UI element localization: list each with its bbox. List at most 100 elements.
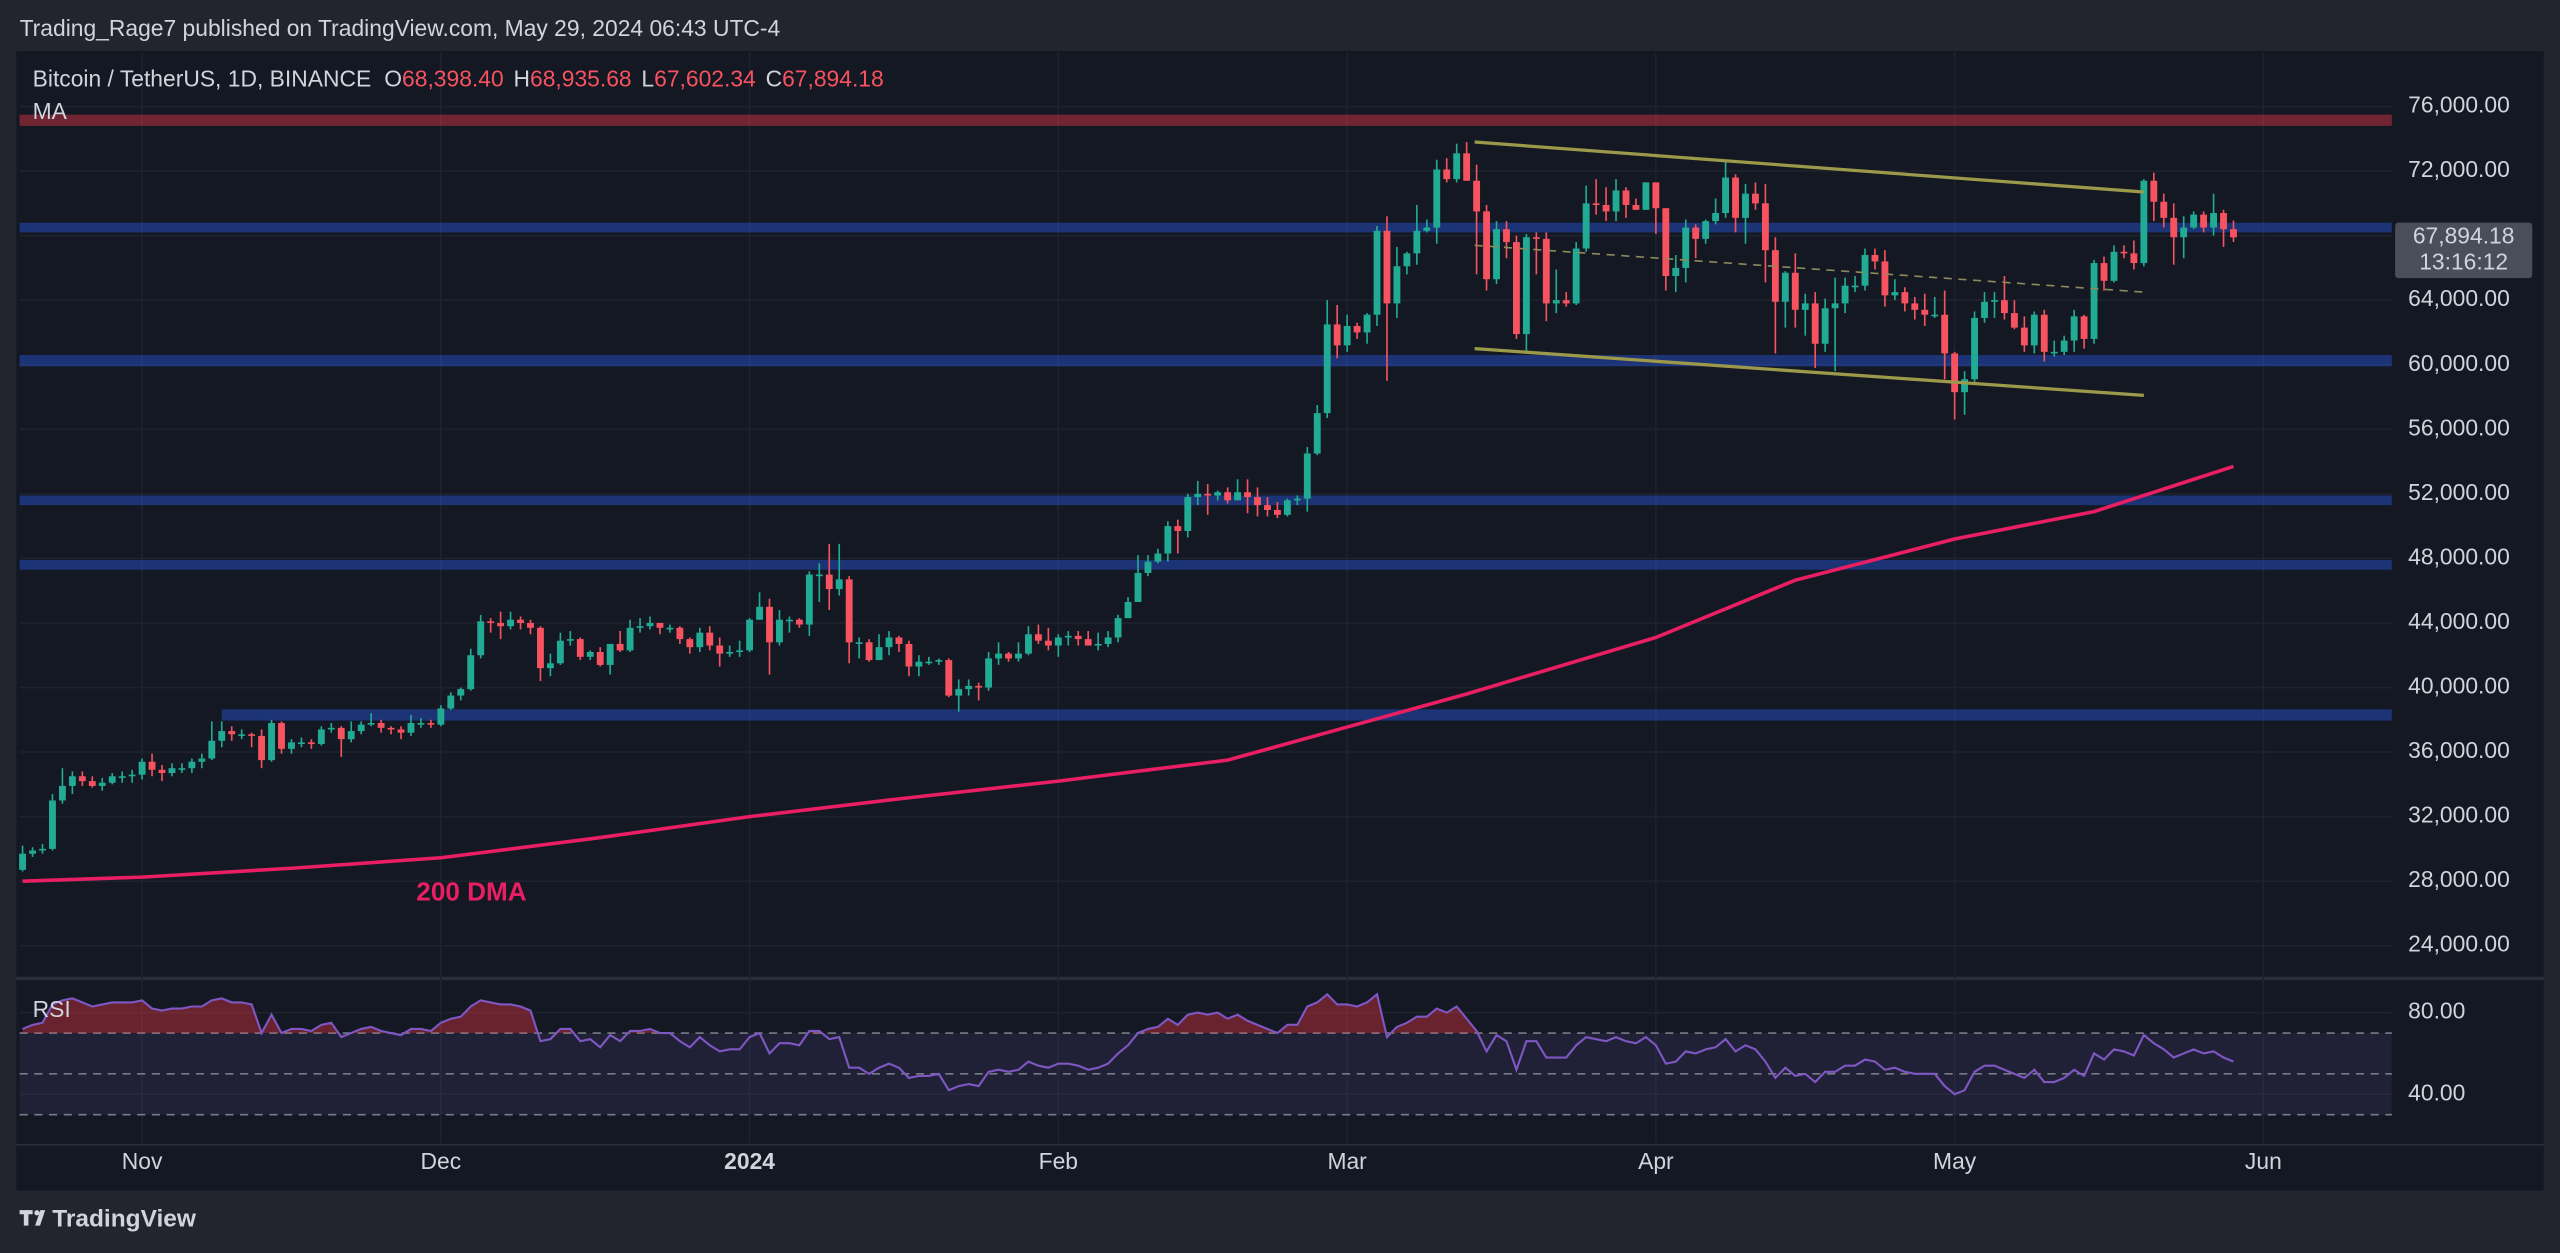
candle-body: [88, 781, 96, 786]
candle-body: [636, 626, 644, 628]
candle-body: [586, 652, 594, 657]
candle-body: [188, 761, 196, 769]
candle-body: [1991, 300, 1998, 302]
candle-body: [1732, 177, 1739, 218]
candle-body: [845, 579, 853, 643]
candle-body: [1602, 204, 1610, 212]
candle-body: [307, 742, 315, 745]
candle-body: [507, 619, 515, 627]
candle-body: [646, 622, 654, 627]
candle-body: [1323, 324, 1331, 414]
candle-body: [726, 652, 734, 654]
candle-body: [2120, 251, 2128, 254]
candle-body: [1811, 303, 1819, 344]
candle-body: [746, 619, 754, 651]
y-tick-label: 56,000.00: [2408, 414, 2510, 440]
candle-body: [1821, 308, 1829, 344]
candle-body: [776, 619, 783, 643]
candle-body: [357, 724, 365, 732]
candle-body: [49, 800, 56, 849]
candle-body: [566, 639, 574, 641]
candle-body: [387, 727, 395, 730]
candle-body: [1562, 300, 1570, 304]
candle-body: [1473, 180, 1481, 212]
candle-body: [686, 639, 694, 648]
candle-body: [1313, 413, 1321, 454]
candle-body: [935, 660, 943, 662]
y-tick-label: 52,000.00: [2408, 479, 2510, 505]
plot: Nov Dec 2024 Feb Mar Apr May Jun 24,000.00 28,000…: [19, 52, 2533, 1174]
candle-body: [487, 621, 495, 623]
moving-average: [22, 464, 2235, 883]
candle-body: [1154, 553, 1162, 562]
candle-body: [1712, 213, 1720, 222]
candle-body: [278, 723, 285, 749]
candle-body: [1901, 292, 1909, 304]
candle-body: [1622, 190, 1630, 205]
indicator-label: MA: [33, 98, 68, 124]
x-tick-label: Jun: [2245, 1148, 2282, 1174]
legend: Bitcoin / TetherUS, 1D, BINANCE O68,398.4…: [33, 65, 884, 91]
candle-body: [1234, 492, 1242, 501]
candle-body: [2220, 213, 2227, 230]
candle-body: [2010, 313, 2018, 328]
candle-body: [347, 731, 355, 740]
candle-body: [1522, 237, 1530, 335]
candle-body: [317, 729, 325, 744]
candle-body: [2230, 229, 2237, 238]
price-tag-countdown: 13:16:12: [2419, 248, 2508, 274]
candle-body: [1273, 509, 1281, 515]
candle-body: [58, 785, 66, 801]
candle-body: [1911, 303, 1919, 310]
candle-body: [1144, 561, 1152, 573]
candle-body: [397, 729, 405, 733]
zone: [19, 560, 2392, 570]
candle-body: [298, 742, 305, 745]
candle-body: [1423, 227, 1431, 231]
candle-body: [288, 742, 295, 749]
candle-body: [128, 774, 136, 777]
candle-body: [1293, 498, 1301, 501]
candle-body: [1891, 292, 1899, 296]
candle-body: [975, 685, 983, 688]
candle-body: [1771, 250, 1779, 302]
candle-body: [805, 574, 813, 625]
candle-body: [1941, 314, 1949, 354]
rsi-tick-label: 80.00: [2408, 998, 2465, 1024]
candle-body: [716, 645, 724, 654]
candle-body: [1592, 203, 1600, 205]
candle-body: [696, 632, 704, 648]
candle-body: [1104, 637, 1112, 644]
candle-body: [1841, 285, 1849, 304]
candle-body: [1224, 492, 1232, 501]
candle-body: [576, 639, 584, 657]
candle-body: [1084, 639, 1092, 646]
candle-body: [1343, 326, 1351, 346]
trendline: [1474, 244, 2144, 293]
candle-body: [108, 776, 116, 783]
candle-body: [2210, 213, 2217, 228]
candle-body: [1692, 227, 1700, 239]
brand-name: TradingView: [52, 1205, 197, 1232]
zone: [221, 709, 2392, 721]
candle-body: [1572, 248, 1580, 304]
candle-body: [367, 723, 375, 725]
candle-body: [736, 650, 744, 653]
candle-body: [1851, 285, 1859, 288]
brand: TradingView: [19, 1205, 197, 1232]
candle-body: [895, 637, 903, 644]
rsi-line: [22, 992, 2234, 1096]
candle-body: [1124, 601, 1132, 619]
candle-body: [1702, 221, 1710, 239]
candle-body: [477, 621, 485, 656]
candle-body: [766, 606, 773, 643]
y-tick-label: 76,000.00: [2408, 92, 2510, 118]
ohlc-key: L: [641, 65, 654, 91]
candle-body: [1582, 203, 1590, 249]
candle-body: [68, 776, 76, 786]
candle-body: [1373, 230, 1381, 315]
x-tick-label: May: [1933, 1148, 1977, 1174]
candle-body: [1552, 300, 1560, 304]
candle-body: [1483, 211, 1490, 280]
brand-logo: [19, 1210, 46, 1226]
